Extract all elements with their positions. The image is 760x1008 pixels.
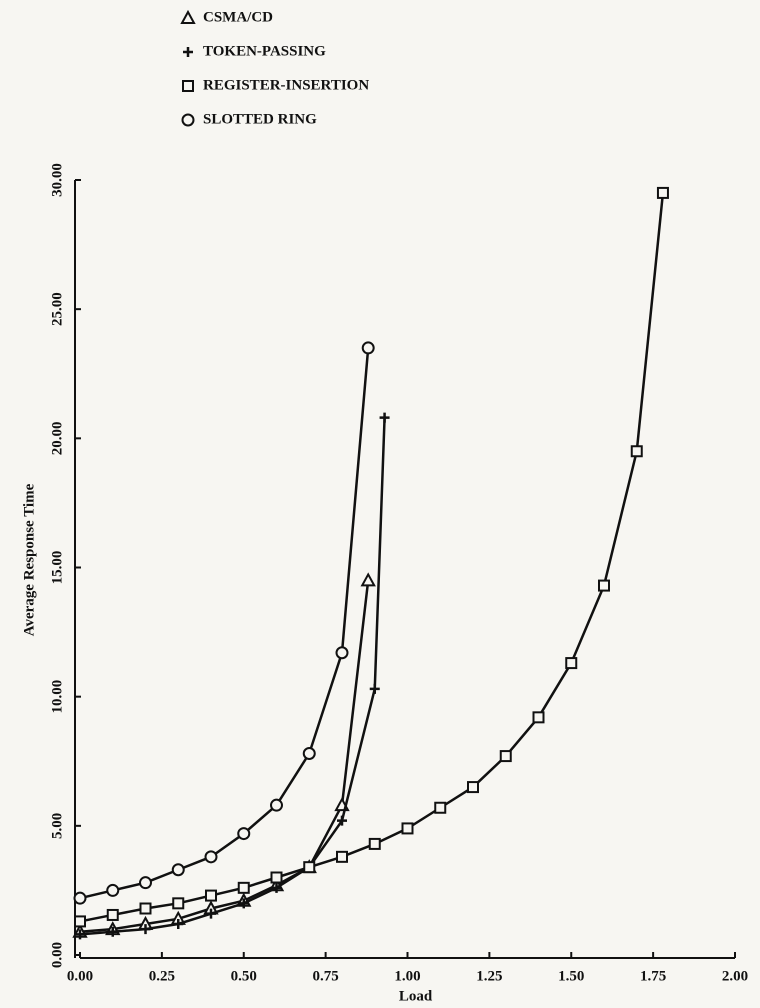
marker bbox=[435, 803, 445, 813]
legend-label: CSMA/CD bbox=[203, 9, 273, 25]
marker bbox=[206, 891, 216, 901]
y-tick-label: 0.00 bbox=[49, 942, 65, 968]
x-tick-label: 1.25 bbox=[476, 968, 502, 984]
chart: 0.00 5.00 10.00 15.00 20.00 25.00 30.00 0.00 0.2… bbox=[0, 0, 760, 1008]
legend-marker bbox=[183, 115, 194, 126]
marker bbox=[238, 828, 249, 839]
series bbox=[75, 188, 668, 927]
marker bbox=[75, 916, 85, 926]
marker bbox=[108, 910, 118, 920]
legend-label: SLOTTED RING bbox=[203, 111, 317, 127]
x-axis-label: Load bbox=[399, 988, 433, 1004]
x-tick-label: 1.50 bbox=[558, 968, 584, 984]
legend-marker bbox=[183, 81, 193, 91]
legend-label: TOKEN-PASSING bbox=[203, 43, 326, 59]
series-line bbox=[80, 348, 368, 898]
series-line bbox=[80, 193, 663, 922]
marker bbox=[468, 782, 478, 792]
marker bbox=[534, 712, 544, 722]
y-tick-label: 10.00 bbox=[49, 680, 65, 714]
y-axis-label: Average Response Time bbox=[21, 483, 37, 636]
marker bbox=[272, 873, 282, 883]
marker bbox=[363, 342, 374, 353]
legend-item: REGISTER-INSERTION bbox=[183, 77, 369, 93]
x-tick-label: 1.75 bbox=[640, 968, 666, 984]
marker bbox=[380, 413, 390, 423]
legend-marker bbox=[182, 12, 194, 23]
marker bbox=[362, 574, 374, 585]
x-tick-label: 1.00 bbox=[394, 968, 420, 984]
legend-item: SLOTTED RING bbox=[183, 111, 318, 127]
marker bbox=[107, 885, 118, 896]
marker bbox=[370, 684, 380, 694]
marker bbox=[173, 898, 183, 908]
marker bbox=[403, 823, 413, 833]
marker bbox=[141, 904, 151, 914]
x-tick-label: 2.00 bbox=[722, 968, 748, 984]
marker bbox=[304, 748, 315, 759]
marker bbox=[337, 852, 347, 862]
marker bbox=[239, 883, 249, 893]
legend-item: TOKEN-PASSING bbox=[183, 43, 326, 59]
y-tick-label: 5.00 bbox=[49, 813, 65, 839]
x-tick-label: 0.00 bbox=[67, 968, 93, 984]
x-tick-label: 0.25 bbox=[149, 968, 175, 984]
y-tick-label: 20.00 bbox=[49, 421, 65, 455]
y-tick-label: 30.00 bbox=[49, 163, 65, 197]
marker bbox=[370, 839, 380, 849]
marker bbox=[75, 893, 86, 904]
legend-marker bbox=[183, 47, 193, 57]
x-tick-label: 0.50 bbox=[231, 968, 257, 984]
marker bbox=[304, 862, 314, 872]
marker bbox=[140, 877, 151, 888]
legend-label: REGISTER-INSERTION bbox=[203, 77, 369, 93]
marker bbox=[271, 800, 282, 811]
y-tick-label: 15.00 bbox=[49, 551, 65, 585]
series bbox=[74, 574, 374, 936]
marker bbox=[599, 581, 609, 591]
series-line bbox=[80, 580, 368, 931]
marker bbox=[658, 188, 668, 198]
marker bbox=[206, 851, 217, 862]
series bbox=[75, 342, 374, 903]
marker bbox=[566, 658, 576, 668]
legend-item: CSMA/CD bbox=[182, 9, 273, 25]
marker bbox=[173, 864, 184, 875]
x-tick-label: 0.75 bbox=[313, 968, 339, 984]
marker bbox=[337, 647, 348, 658]
y-tick-label: 25.00 bbox=[49, 292, 65, 326]
marker bbox=[632, 446, 642, 456]
marker bbox=[501, 751, 511, 761]
